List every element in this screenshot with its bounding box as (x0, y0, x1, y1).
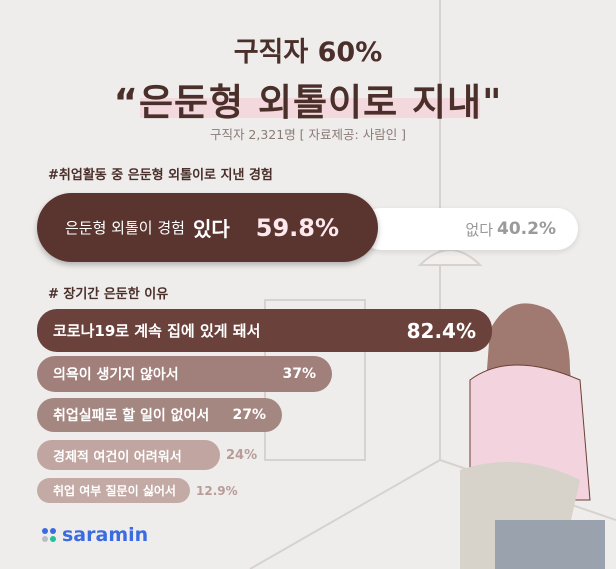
saramin-logo: saramin (42, 524, 148, 546)
chart2-title: # 장기간 은둔한 이유 (48, 287, 169, 302)
title-line2: “은둔형 외톨이로 지내" (113, 81, 503, 124)
bar-label: 코로나19로 계속 집에 있게 돼서 (53, 322, 261, 340)
bar-no: 없다 40.2% (360, 208, 578, 250)
woman-illustration (460, 303, 605, 569)
bar-value: 82.4% (406, 318, 476, 343)
title-line1: 구직자 60% (233, 37, 383, 68)
bar-label: 경제적 여건이 어려워서 (53, 449, 182, 465)
bar-label: 취업 여부 질문이 싫어서 (53, 484, 176, 498)
bar-reason: 취업 여부 질문이 싫어서 12.9% (37, 478, 238, 503)
bar-label: 취업실패로 할 일이 없어서 (53, 408, 210, 424)
bar-label-bold: 있다 (192, 217, 230, 241)
bar-reason: 의욕이 생기지 않아서 37% (37, 356, 332, 392)
bar-label: 은둔형 외톨이 경험 (65, 219, 185, 237)
bar-value: 12.9% (196, 483, 238, 498)
bar-yes: 은둔형 외톨이 경험 있다 59.8% (37, 193, 378, 262)
bar-value: 27% (232, 407, 266, 423)
logo-text: saramin (62, 524, 149, 546)
bar-reason: 경제적 여건이 어려워서 24% (37, 440, 257, 470)
chart1-title: #취업활동 중 은둔형 외톨이로 지낸 경험 (48, 168, 273, 183)
bar-value: 24% (226, 447, 258, 463)
bar-value: 37% (282, 366, 316, 382)
bar-reason: 코로나19로 계속 집에 있게 돼서 82.4% (37, 309, 492, 352)
bar-reason: 취업실패로 할 일이 없어서 27% (37, 398, 282, 432)
logo-dots-icon (42, 528, 56, 542)
bar-value: 59.8% (255, 213, 340, 242)
title-highlight (140, 98, 480, 118)
bar-label: 의욕이 생기지 않아서 (53, 367, 179, 383)
bar-value: 40.2% (497, 219, 556, 239)
bar-label: 없다 (465, 220, 494, 239)
subtitle: 구직자 2,321명 [ 자료제공: 사람인 ] (209, 127, 407, 142)
